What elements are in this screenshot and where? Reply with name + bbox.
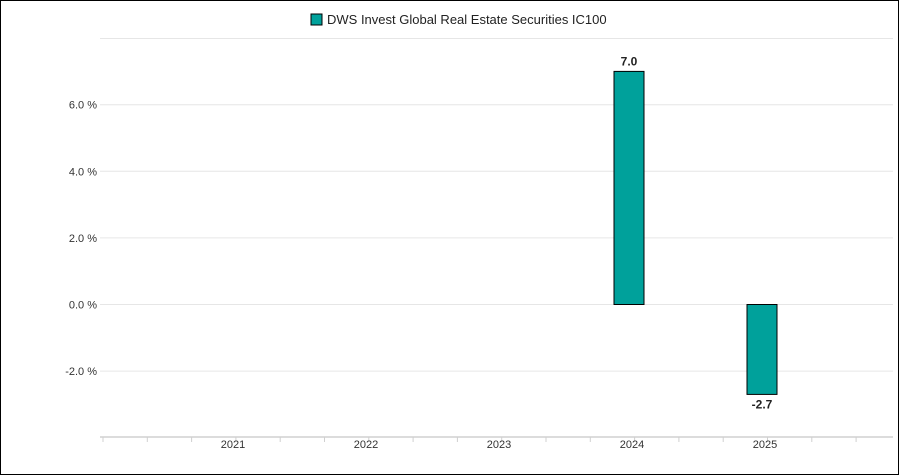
bars bbox=[613, 70, 778, 395]
y-tick-label: 4.0 % bbox=[69, 166, 97, 178]
x-axis: 2021 2022 2023 2024 2025 bbox=[100, 436, 893, 451]
bar[interactable] bbox=[613, 70, 645, 306]
x-tick-label: 2022 bbox=[354, 439, 378, 451]
y-axis-ticks: 6.0 % 4.0 % 2.0 % 0.0 % -2.0 % bbox=[65, 100, 97, 378]
bar[interactable] bbox=[746, 304, 778, 395]
x-tick-label: 2021 bbox=[221, 439, 245, 451]
y-tick-label: 2.0 % bbox=[69, 233, 97, 245]
legend-swatch bbox=[310, 13, 323, 26]
y-tick-label: 6.0 % bbox=[69, 100, 97, 112]
data-label: 7.0 bbox=[621, 54, 638, 68]
x-tick-label: 2023 bbox=[487, 439, 511, 451]
legend-label: DWS Invest Global Real Estate Securities… bbox=[327, 12, 607, 27]
data-label: -2.7 bbox=[752, 397, 773, 411]
legend[interactable]: DWS Invest Global Real Estate Securities… bbox=[310, 12, 607, 27]
data-labels: 7.0 -2.7 bbox=[621, 54, 773, 411]
y-tick-label: -2.0 % bbox=[65, 366, 97, 378]
x-tick-label: 2024 bbox=[620, 439, 644, 451]
x-tick-label: 2025 bbox=[753, 439, 777, 451]
y-tick-label: 0.0 % bbox=[69, 300, 97, 312]
